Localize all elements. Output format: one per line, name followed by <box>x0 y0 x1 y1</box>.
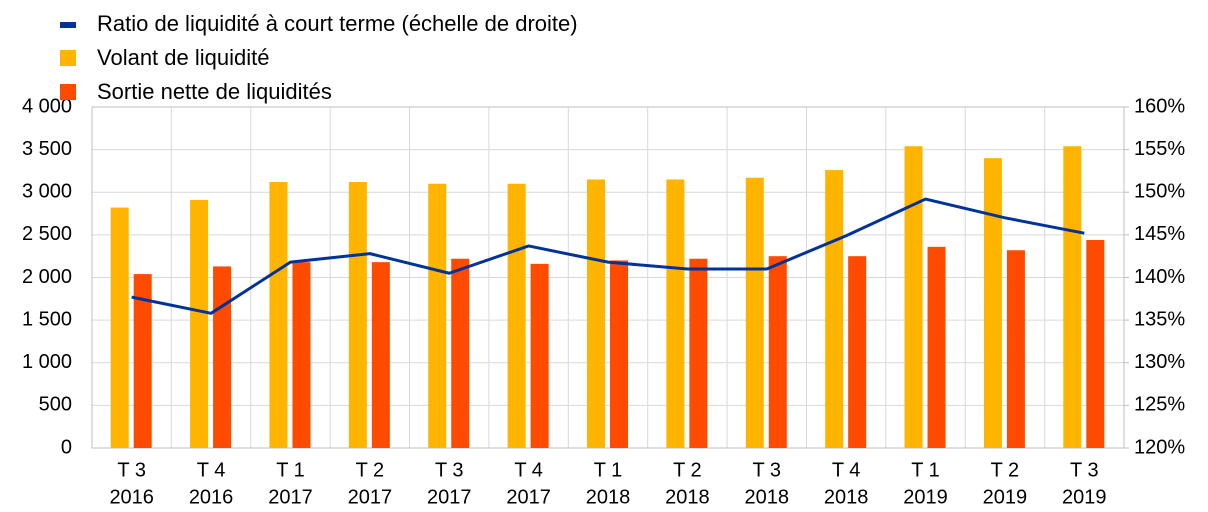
bar <box>1006 250 1025 448</box>
y-tick-label: 1 000 <box>22 351 72 373</box>
bar <box>610 260 628 448</box>
x-tick-label: 2017 <box>268 486 313 508</box>
bar <box>269 182 288 448</box>
y2-tick-label: 145% <box>1134 223 1185 245</box>
line <box>131 197 1085 315</box>
bar <box>348 182 367 448</box>
bar <box>110 207 129 448</box>
x-tick-label: 2019 <box>903 486 948 508</box>
bar <box>451 258 470 448</box>
legend-label: Volant de liquidité <box>97 45 269 70</box>
x-tick-label: 2018 <box>745 486 790 508</box>
bar <box>745 177 764 448</box>
y2-tick-label: 150% <box>1134 181 1185 203</box>
y-tick-label: 2 000 <box>22 266 72 288</box>
x-tick-label: T 3 <box>1070 459 1099 481</box>
bar <box>190 199 209 448</box>
bar <box>666 179 685 448</box>
x-tick-label: 2017 <box>348 486 393 508</box>
bar <box>133 274 152 448</box>
x-tick-label: 2018 <box>665 486 710 508</box>
x-tick-label: T 1 <box>276 459 305 481</box>
x-tick-label: 2018 <box>586 486 631 508</box>
x-tick-label: T 2 <box>356 459 385 481</box>
bar <box>213 266 232 448</box>
y-tick-label: 3 500 <box>22 138 72 160</box>
y-tick-label: 2 500 <box>22 223 72 245</box>
y2-tick-label: 140% <box>1134 266 1185 288</box>
y2-tick-label: 160% <box>1134 95 1185 117</box>
x-tick-label: T 2 <box>673 459 702 481</box>
bar <box>507 183 526 448</box>
x-tick-label: 2017 <box>427 486 472 508</box>
y2-tick-label: 135% <box>1134 308 1185 330</box>
x-tick-label: 2018 <box>824 486 869 508</box>
x-tick-label: 2019 <box>1062 486 1107 508</box>
y-tick-label: 500 <box>39 394 72 416</box>
bar <box>1086 239 1105 448</box>
bar <box>983 158 1002 448</box>
x-tick-label: T 4 <box>832 459 861 481</box>
bar <box>848 256 867 448</box>
x-tick-label: T 4 <box>514 459 543 481</box>
bar <box>825 170 844 448</box>
bar <box>371 262 390 448</box>
y2-tick-label: 155% <box>1134 138 1185 160</box>
legend-marker <box>60 22 76 28</box>
x-tick-label: T 4 <box>197 459 226 481</box>
y-tick-label: 0 <box>61 436 72 458</box>
bar <box>587 179 605 448</box>
x-tick-label: T 1 <box>911 459 940 481</box>
bar <box>768 256 787 448</box>
x-tick-label: 2016 <box>109 486 154 508</box>
x-tick-label: 2016 <box>189 486 234 508</box>
bar <box>904 146 923 448</box>
y2-tick-label: 125% <box>1134 394 1185 416</box>
x-tick-label: T 2 <box>991 459 1020 481</box>
x-tick-label: T 3 <box>117 459 146 481</box>
y-tick-label: 4 000 <box>22 95 72 117</box>
legend-marker <box>60 50 76 66</box>
x-tick-label: T 3 <box>752 459 781 481</box>
y2-tick-label: 130% <box>1134 351 1185 373</box>
y2-tick-label: 120% <box>1134 436 1185 458</box>
x-tick-label: T 1 <box>594 459 623 481</box>
bar <box>530 263 549 448</box>
x-tick-label: 2019 <box>983 486 1028 508</box>
bar <box>689 258 708 448</box>
bar <box>1063 146 1082 448</box>
bar <box>927 246 946 448</box>
bar <box>428 183 447 448</box>
x-tick-label: 2017 <box>506 486 551 508</box>
x-tick-label: T 3 <box>435 459 464 481</box>
y-tick-label: 1 500 <box>22 308 72 330</box>
legend-label: Sortie nette de liquidités <box>97 79 332 104</box>
legend-label: Ratio de liquidité à court terme (échell… <box>97 11 578 36</box>
legend-marker <box>60 84 76 100</box>
bar <box>292 262 311 448</box>
y-tick-label: 3 000 <box>22 181 72 203</box>
